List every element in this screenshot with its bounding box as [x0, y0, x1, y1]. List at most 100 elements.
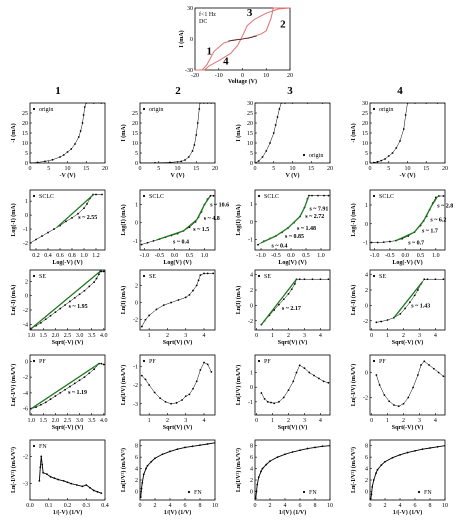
y-tick-label: 6 [135, 455, 138, 461]
fit-line [156, 230, 184, 241]
data-point [382, 241, 385, 244]
data-point [53, 228, 55, 230]
data-point [184, 446, 186, 449]
data-point [30, 162, 31, 163]
fit-annotation: s ~ 7.91 [309, 206, 328, 212]
plot-frame [29, 189, 106, 251]
y-tick-label: 8 [250, 444, 253, 450]
data-point [140, 487, 143, 490]
series-line [140, 442, 215, 498]
x-tick-label: 2 [154, 503, 157, 509]
data-point [214, 103, 215, 104]
x-tick-label: 0.8 [68, 253, 76, 259]
data-layer [370, 103, 445, 163]
plot-frame [369, 189, 446, 251]
legend-label: FN [39, 444, 47, 450]
x-tick-label: 0 [29, 166, 32, 172]
data-point [311, 194, 313, 197]
data-point [313, 374, 315, 377]
data-point [387, 155, 390, 157]
data-point [372, 161, 375, 163]
y-tick-label: 1 [25, 199, 28, 205]
data-point [276, 456, 279, 459]
data-point [199, 444, 201, 447]
data-point [144, 378, 147, 381]
data-point [384, 460, 386, 463]
x-tick-label: 3 [418, 333, 421, 339]
data-point [57, 478, 60, 481]
data-point [199, 274, 202, 277]
legend-marker [142, 359, 146, 363]
x-tick-label: 10 [212, 503, 218, 509]
data-point [146, 241, 149, 244]
data-point [95, 193, 97, 196]
data-point [39, 403, 42, 406]
y-tick-label: 4 [250, 467, 253, 473]
data-point [78, 379, 81, 382]
data-point [263, 398, 266, 400]
data-point [423, 278, 426, 281]
data-point [73, 296, 76, 299]
data-point [265, 463, 268, 466]
legend-label: SCLC [264, 194, 279, 200]
y-axis-label: Ln(-I) (mA) [350, 285, 357, 316]
fit-line [56, 193, 95, 228]
x-tick-label: 0 [254, 503, 257, 509]
y-axis-label: Ln(-I) (mA) [10, 285, 17, 316]
data-layer [30, 362, 105, 410]
data-point [83, 289, 86, 292]
x-axis-label: Sqrt(-V) (V) [392, 339, 424, 346]
data-point [153, 391, 156, 394]
y-tick-label: 30 [362, 101, 368, 107]
fit-line [422, 206, 432, 222]
legend-label: PF [264, 359, 271, 365]
y-tick-label: -1 [133, 239, 138, 245]
legend-label: origin [379, 107, 393, 113]
data-point [188, 393, 191, 396]
y-tick-label: -4 [23, 322, 28, 328]
x-tick-label: 4 [169, 503, 172, 509]
data-point [62, 480, 65, 482]
data-point [321, 445, 324, 448]
data-point [82, 114, 85, 116]
data-point [295, 371, 298, 374]
data-point [95, 277, 98, 280]
legend-marker [257, 194, 261, 198]
legend-marker [32, 194, 36, 198]
data-point [327, 194, 330, 197]
data-point [206, 443, 209, 445]
data-point [59, 391, 62, 394]
y-tick-label: 25 [247, 111, 253, 117]
x-tick-label: 5 [387, 166, 390, 172]
x-tick-label: 2 [287, 418, 290, 424]
data-point [159, 397, 162, 400]
data-point [83, 207, 85, 210]
data-point [306, 447, 309, 450]
y-tick-label: 6 [365, 455, 368, 461]
y-tick-label: 15 [362, 131, 368, 137]
x-tick-label: 4 [319, 418, 322, 424]
legend-marker [32, 107, 36, 111]
fit-line [299, 207, 306, 217]
data-point [287, 389, 290, 392]
x-tick-label: 4.0 [100, 333, 108, 339]
legend-label: FN [424, 490, 432, 496]
data-point [442, 375, 445, 378]
legend-marker [372, 274, 376, 278]
data-point [380, 464, 383, 467]
data-point [412, 386, 414, 389]
inset-y-tick-label: 0 [190, 37, 193, 43]
data-point [104, 103, 105, 104]
data-point [203, 361, 205, 364]
data-point [154, 161, 156, 163]
y-tick-label: 4 [365, 467, 368, 473]
data-layer [140, 361, 213, 405]
data-point [44, 160, 46, 163]
legend-marker [32, 444, 36, 448]
x-tick-label: 10 [175, 166, 181, 172]
fit-line [413, 220, 425, 233]
data-point [276, 116, 279, 118]
plot-frame [254, 439, 331, 501]
data-point [414, 103, 416, 104]
